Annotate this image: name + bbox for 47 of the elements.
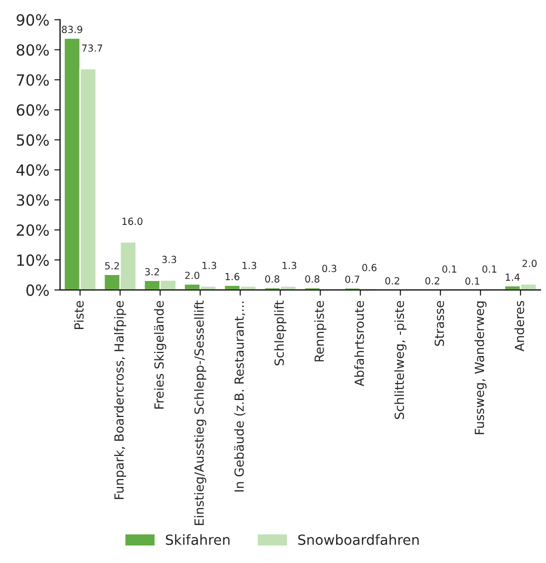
data-label: 16.0 bbox=[122, 218, 142, 226]
data-label: 0.6 bbox=[362, 264, 376, 272]
data-label: 73.7 bbox=[82, 44, 102, 52]
x-tick-label: Funpark, Boardercross, Halfpipe bbox=[114, 301, 126, 500]
x-tick-label: Freies Skigelände bbox=[154, 301, 166, 409]
data-label: 3.2 bbox=[145, 268, 159, 276]
data-label: 1.6 bbox=[226, 272, 240, 280]
data-label: 0.1 bbox=[465, 277, 480, 285]
legend-label: Snowboardfahren bbox=[298, 534, 419, 545]
y-tick-label: 80% bbox=[16, 44, 49, 56]
data-label: 0.8 bbox=[265, 275, 280, 283]
data-label: 5.2 bbox=[105, 262, 119, 270]
x-tick-label: Abfahrtsroute bbox=[354, 301, 364, 386]
data-label: 1.4 bbox=[506, 274, 520, 281]
y-tick-label: 10% bbox=[17, 254, 49, 266]
y-tick-label: 20% bbox=[16, 224, 49, 236]
legend-label: Skifahren bbox=[166, 534, 230, 545]
x-tick-label: Einstieg/Ausstieg Schlepp-/Sessellift bbox=[194, 300, 206, 525]
data-label: 0.1 bbox=[482, 265, 496, 273]
data-label: 2.0 bbox=[185, 272, 200, 280]
data-label: 0.2 bbox=[425, 277, 440, 284]
y-tick-label: 60% bbox=[16, 104, 49, 116]
data-label: 0.2 bbox=[385, 277, 400, 284]
y-tick-label: 50% bbox=[16, 134, 49, 146]
x-tick-label: Rennpiste bbox=[314, 301, 326, 362]
x-tick-label: In Gebäude (z.B. Restaurant,... bbox=[234, 302, 246, 492]
x-tick-label: Schlittelweg, -piste bbox=[394, 301, 406, 419]
x-tick-label: Schlepplift bbox=[274, 300, 286, 366]
data-label: 3.3 bbox=[162, 256, 176, 264]
data-label: 0.3 bbox=[322, 264, 336, 272]
y-tick-label: 40% bbox=[16, 164, 49, 176]
x-tick-label: Fussweg, Wanderweg bbox=[474, 301, 487, 434]
x-tick-label: Strasse bbox=[434, 301, 444, 346]
data-label: 1.3 bbox=[202, 262, 216, 270]
data-label: 1.3 bbox=[242, 262, 256, 270]
data-label: 83.9 bbox=[62, 26, 82, 34]
data-label: 2.0 bbox=[522, 260, 537, 268]
data-label: 1.3 bbox=[282, 262, 296, 270]
data-label: 0.7 bbox=[345, 276, 360, 283]
x-tick-label: Anderes bbox=[514, 300, 524, 352]
x-tick-label: Piste bbox=[74, 301, 84, 329]
y-tick-label: 30% bbox=[16, 194, 49, 206]
data-label: 0.8 bbox=[305, 275, 320, 283]
y-tick-label: 70% bbox=[16, 74, 49, 86]
data-label: 0.1 bbox=[442, 265, 456, 273]
y-tick-label: 0% bbox=[26, 284, 49, 296]
y-tick-label: 90% bbox=[16, 14, 49, 26]
